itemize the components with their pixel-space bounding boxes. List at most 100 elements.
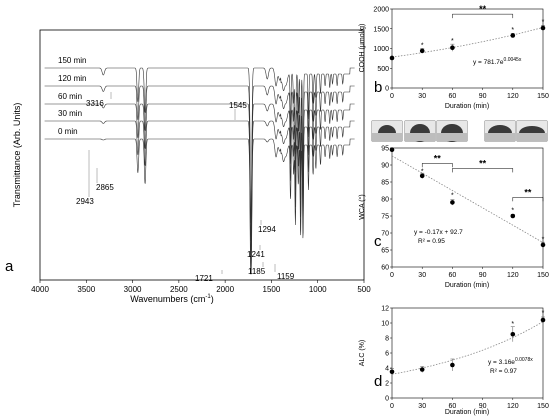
data-point [510,331,516,337]
y-tick-label: 95 [381,146,389,153]
cooh-y-label: COOH (μmol/g) [359,24,366,73]
significance-label: ** [524,187,532,197]
x-tick-label: 30 [418,403,426,410]
significance-star: * [421,169,424,176]
data-point [510,33,516,38]
x-tick-label: 30 [418,272,426,279]
wca-r2: R² = 0.95 [418,238,445,245]
y-tick-label: 65 [381,248,389,255]
x-tick-label: 60 [449,272,457,279]
data-point [450,200,455,205]
droplet-substrate [517,133,547,141]
significance-star: * [511,321,514,328]
series-label: 150 min [58,56,86,65]
x-tick-label: 0 [390,403,394,410]
x-tick-label: 2000 [216,285,234,294]
panel-label-d: d [374,373,382,390]
y-tick-label: 12 [381,306,389,313]
alc-plot-frame [391,307,544,399]
wca-panel: 0 30 60 90 120 1506065707580859095********** … [358,146,549,290]
peak-label: 1545 [229,101,247,110]
peak-label: 1159 [277,272,295,281]
significance-bracket [512,197,544,202]
series-label: 60 min [58,92,82,101]
data-point [389,369,395,375]
x-tick-label: 3000 [124,285,142,294]
y-tick-label: 2000 [373,7,389,14]
trend-line [391,321,544,375]
significance-star: * [511,208,514,215]
panel-label-a: a [5,258,14,275]
x-tick-label: 150 [537,93,549,100]
y-tick-label: 500 [377,66,389,73]
x-tick-label: 120 [507,403,519,410]
y-tick-label: 0 [385,86,389,93]
data-point [510,213,516,219]
x-tick-label: 30 [418,93,426,100]
y-tick-label: 85 [381,180,389,187]
ftir-series-labels: 150 min 120 min 60 min 30 min 0 min [58,56,86,136]
wca-equation: y = -0.17x + 92.7 [414,229,463,236]
y-tick-label: 1000 [373,46,389,53]
x-tick-label: 120 [507,272,519,279]
x-tick-label: 0 [390,93,394,100]
y-tick-label: 80 [381,197,389,204]
significance-bracket [452,13,514,19]
ftir-spectrum-line [44,138,355,275]
wca-y-label: WCA (°) [358,194,366,219]
series-label: 120 min [58,74,86,83]
peak-label: 1241 [247,250,265,259]
peak-label: 1294 [258,225,276,234]
y-tick-label: 6 [385,351,389,358]
alc-r2: R² = 0.97 [490,368,517,375]
significance-bracket [421,163,453,168]
significance-star: * [421,42,424,49]
y-tick-label: 75 [381,214,389,221]
x-tick-label: 2500 [170,285,188,294]
y-tick-label: 70 [381,231,389,238]
y-tick-label: 2 [385,381,389,388]
peak-label: 1721 [195,274,213,283]
alc-y-label: ALC (%) [359,340,366,366]
data-point [540,242,546,248]
ftir-spectra [44,67,355,275]
x-tick-label: 1500 [263,285,281,294]
y-tick-label: 0 [385,396,389,403]
peak-label: 1185 [248,267,266,276]
significance-star: * [511,27,514,34]
ftir-panel: 4000 3500 3000 2500 2000 1500 1000 500 150 min1… [5,29,371,304]
x-tick-label: 1000 [309,285,327,294]
y-tick-label: 1500 [373,26,389,33]
peak-label: 3316 [86,99,104,108]
peak-label: 2865 [96,183,114,192]
x-tick-label: 120 [507,93,519,100]
data-point [419,48,425,54]
droplet-images [371,120,548,142]
cooh-x-label: Duration (min) [445,103,489,110]
significance-star: * [451,38,454,45]
data-point [389,55,395,61]
y-tick-label: 8 [385,336,389,343]
series-label: 30 min [58,109,82,118]
y-tick-label: 60 [381,265,389,272]
x-tick-label: 4000 [31,285,49,294]
x-tick-label: 90 [479,272,487,279]
trend-line [391,27,544,58]
significance-star: * [542,19,545,26]
data-point [540,317,546,323]
x-tick-label: 60 [449,93,457,100]
x-tick-label: 500 [357,285,371,294]
ftir-y-label: Transmittance (Arb. Units) [12,103,22,208]
y-tick-label: 4 [385,366,389,373]
data-point [540,25,546,31]
alc-x-label: Duration (min) [445,409,489,416]
x-tick-label: 90 [479,93,487,100]
significance-star: * [542,237,545,244]
ftir-x-axis: 4000 3500 3000 2500 2000 1500 1000 500 [31,280,371,294]
cooh-equation: y = 781.7e0.0045x [473,57,522,66]
cooh-plot-frame [391,8,544,89]
significance-label: ** [479,4,487,14]
wca-x-label: Duration (min) [445,282,489,289]
y-tick-label: 10 [381,321,389,328]
